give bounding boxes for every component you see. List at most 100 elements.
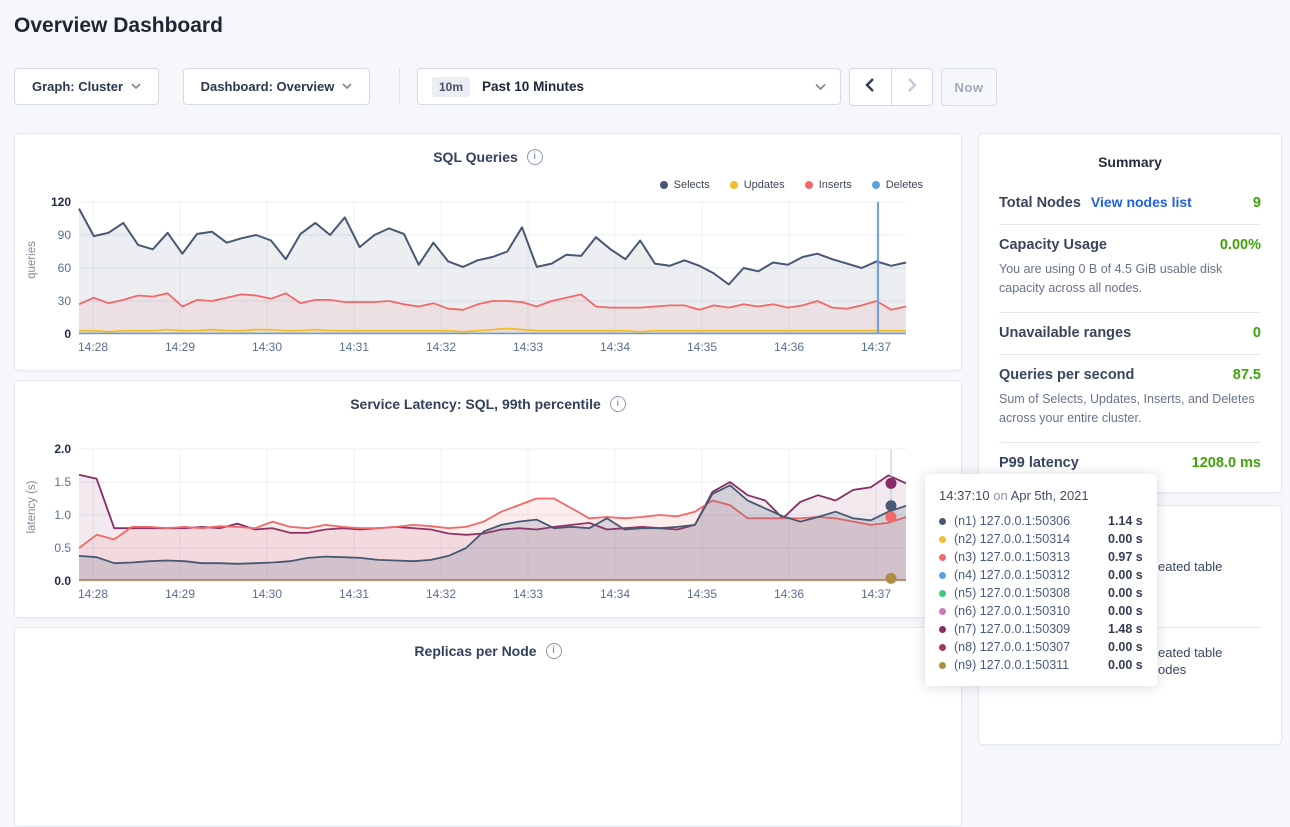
toolbar-divider xyxy=(399,68,400,105)
svg-text:30: 30 xyxy=(58,294,72,308)
svg-text:120: 120 xyxy=(51,195,71,209)
next-interval-button[interactable] xyxy=(892,69,933,105)
dashboard-dropdown[interactable]: Dashboard: Overview xyxy=(183,68,370,105)
svg-text:14:34: 14:34 xyxy=(600,587,630,601)
sql-queries-title: SQL Queries xyxy=(433,149,518,165)
svg-text:14:28: 14:28 xyxy=(78,587,108,601)
tooltip-timestamp: 14:37:10 on Apr 5th, 2021 xyxy=(939,488,1143,503)
legend-item-inserts[interactable]: Inserts xyxy=(805,179,852,191)
svg-text:14:29: 14:29 xyxy=(165,340,195,354)
svg-text:90: 90 xyxy=(58,228,72,242)
svg-text:14:37: 14:37 xyxy=(861,587,891,601)
node-color-dot-icon xyxy=(939,590,946,597)
capacity-usage-label: Capacity Usage xyxy=(999,237,1107,253)
unavailable-ranges-value: 0 xyxy=(1253,325,1261,341)
svg-text:60: 60 xyxy=(58,261,72,275)
tooltip-node-row: (n5) 127.0.0.1:50308 0.00 s xyxy=(939,584,1143,602)
capacity-usage-description: You are using 0 B of 4.5 GiB usable disk… xyxy=(999,260,1261,299)
info-icon[interactable]: i xyxy=(527,149,543,165)
total-nodes-value: 9 xyxy=(1253,195,1261,211)
graph-dropdown[interactable]: Graph: Cluster xyxy=(14,68,159,105)
svg-text:14:29: 14:29 xyxy=(165,587,195,601)
svg-text:14:33: 14:33 xyxy=(513,340,543,354)
tooltip-node-row: (n4) 127.0.0.1:503120.00 s xyxy=(939,566,1143,584)
svg-text:2.0: 2.0 xyxy=(54,442,71,456)
tooltip-node-row: (n8) 127.0.0.1:50307 0.00 s xyxy=(939,638,1143,656)
svg-text:14:28: 14:28 xyxy=(78,340,108,354)
chevron-down-icon xyxy=(342,83,352,90)
svg-text:14:32: 14:32 xyxy=(426,340,456,354)
node-latency-value: 0.00 s xyxy=(1108,658,1143,672)
svg-text:14:37: 14:37 xyxy=(861,340,891,354)
chart-hover-tooltip: 14:37:10 on Apr 5th, 2021 (n1) 127.0.0.1… xyxy=(925,474,1157,686)
capacity-usage-value: 0.00% xyxy=(1220,237,1261,253)
graph-dropdown-label: Graph: Cluster xyxy=(32,79,123,94)
node-color-dot-icon xyxy=(939,608,946,615)
svg-text:14:30: 14:30 xyxy=(252,340,282,354)
svg-text:0: 0 xyxy=(64,327,71,341)
unavailable-ranges-label: Unavailable ranges xyxy=(999,325,1131,341)
svg-text:14:32: 14:32 xyxy=(426,587,456,601)
tooltip-node-row: (n3) 127.0.0.1:503130.97 s xyxy=(939,548,1143,566)
legend-item-deletes[interactable]: Deletes xyxy=(872,179,923,191)
dashboard-dropdown-label: Dashboard: Overview xyxy=(201,79,335,94)
legend-dot-icon xyxy=(872,181,880,189)
sql-queries-chart[interactable]: 14:28 14:29 14:30 14:31 14:32 14:33 14:34 14:35… xyxy=(15,194,963,362)
node-color-dot-icon xyxy=(939,572,946,579)
svg-text:14:30: 14:30 xyxy=(252,587,282,601)
node-address: (n9) 127.0.0.1:50311 xyxy=(954,658,1100,672)
node-latency-value: 0.00 s xyxy=(1108,532,1143,546)
p99-latency-value: 1208.0 ms xyxy=(1192,455,1261,471)
info-icon[interactable]: i xyxy=(610,396,626,412)
svg-text:14:31: 14:31 xyxy=(339,587,369,601)
p99-latency-label: P99 latency xyxy=(999,455,1079,471)
node-address: (n5) 127.0.0.1:50308 xyxy=(954,586,1100,600)
node-address: (n4) 127.0.0.1:50312 xyxy=(954,568,1100,582)
service-latency-title: Service Latency: SQL, 99th percentile xyxy=(350,396,601,412)
now-button[interactable]: Now xyxy=(941,68,997,106)
tooltip-node-row: (n6) 127.0.0.1:503100.00 s xyxy=(939,602,1143,620)
replicas-per-node-panel: Replicas per Node i xyxy=(14,627,962,827)
tooltip-node-row: (n1) 127.0.0.1:50306 1.14 s xyxy=(939,512,1143,530)
tooltip-node-row: (n7) 127.0.0.1:503091.48 s xyxy=(939,620,1143,638)
svg-text:1.5: 1.5 xyxy=(54,475,71,489)
node-latency-value: 1.14 s xyxy=(1108,514,1143,528)
legend-dot-icon xyxy=(805,181,813,189)
chevron-left-icon xyxy=(865,77,875,98)
service-latency-chart[interactable]: 14:28 14:29 14:30 14:31 14:32 14:33 14:34 14:35… xyxy=(15,441,963,609)
legend-item-updates[interactable]: Updates xyxy=(730,179,785,191)
prev-interval-button[interactable] xyxy=(850,69,892,105)
summary-panel: Summary Total Nodes View nodes list 9 Ca… xyxy=(978,133,1282,493)
node-address: (n3) 127.0.0.1:50313 xyxy=(954,550,1100,564)
replicas-per-node-title: Replicas per Node xyxy=(414,643,536,659)
node-color-dot-icon xyxy=(939,554,946,561)
queries-per-second-description: Sum of Selects, Updates, Inserts, and De… xyxy=(999,390,1261,429)
info-icon[interactable]: i xyxy=(546,643,562,659)
svg-text:14:34: 14:34 xyxy=(600,340,630,354)
svg-text:14:35: 14:35 xyxy=(687,587,717,601)
node-latency-value: 0.00 s xyxy=(1108,586,1143,600)
node-address: (n1) 127.0.0.1:50306 xyxy=(954,514,1100,528)
svg-text:0.5: 0.5 xyxy=(54,541,71,555)
legend-item-selects[interactable]: Selects xyxy=(660,179,710,191)
svg-text:14:33: 14:33 xyxy=(513,587,543,601)
page-title: Overview Dashboard xyxy=(14,14,223,38)
event-item-text-fragment: eated table xyxy=(1158,645,1222,660)
svg-text:14:31: 14:31 xyxy=(339,340,369,354)
node-latency-value: 0.00 s xyxy=(1108,604,1143,618)
node-color-dot-icon xyxy=(939,662,946,669)
node-address: (n8) 127.0.0.1:50307 xyxy=(954,640,1100,654)
svg-text:14:35: 14:35 xyxy=(687,340,717,354)
node-latency-value: 0.00 s xyxy=(1108,640,1143,654)
svg-text:1.0: 1.0 xyxy=(54,508,71,522)
svg-text:14:36: 14:36 xyxy=(774,587,804,601)
time-range-badge: 10m xyxy=(432,77,470,97)
node-address: (n7) 127.0.0.1:50309 xyxy=(954,622,1100,636)
time-range-selector[interactable]: 10m Past 10 Minutes xyxy=(417,68,841,105)
view-nodes-list-link[interactable]: View nodes list xyxy=(1091,194,1243,210)
chevron-down-icon xyxy=(815,83,826,91)
node-color-dot-icon xyxy=(939,644,946,651)
queries-per-second-label: Queries per second xyxy=(999,367,1134,383)
sql-queries-panel: SQL Queries i Selects Updates Inserts Delet… xyxy=(14,133,962,371)
service-latency-panel: Service Latency: SQL, 99th percentile i … xyxy=(14,380,962,618)
